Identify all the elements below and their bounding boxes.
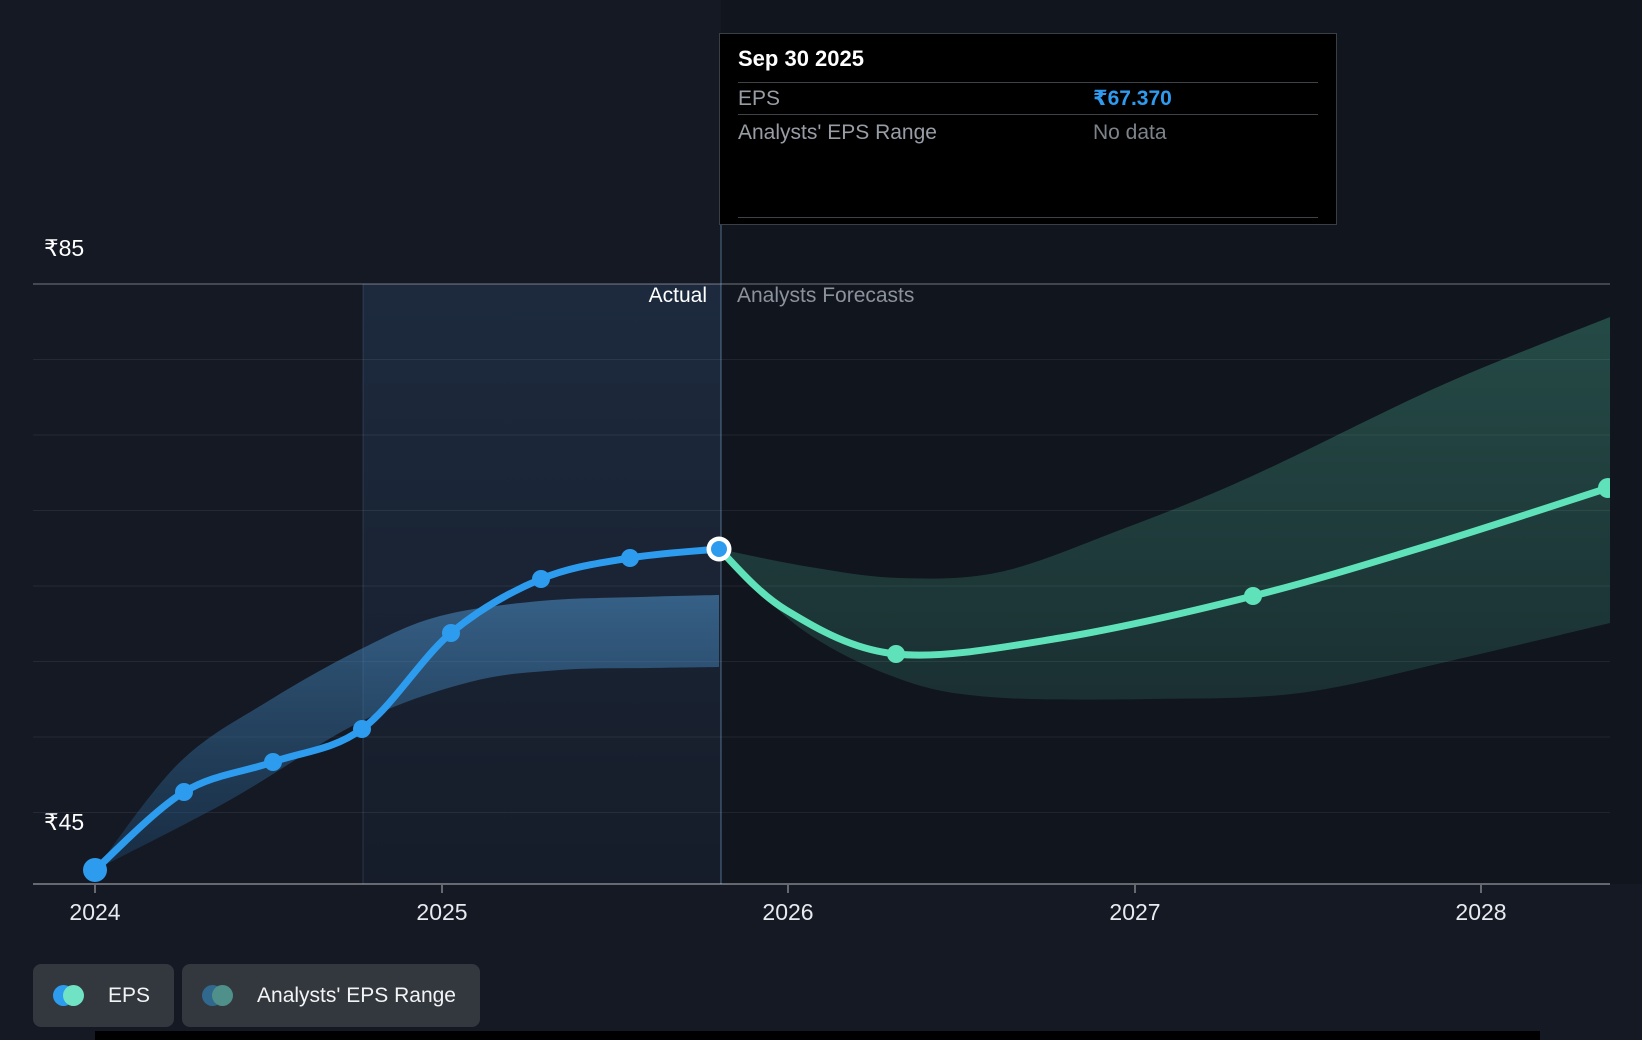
legend-item-eps[interactable]: EPS — [33, 964, 175, 1027]
tooltip-row-eps-range: Analysts' EPS Range No data — [738, 115, 1318, 150]
tooltip-range-label: Analysts' EPS Range — [738, 120, 937, 144]
actual-eps-point[interactable] — [442, 624, 460, 642]
actual-eps-point[interactable] — [621, 549, 639, 567]
tooltip-divider — [738, 114, 1318, 115]
actual-phase-label: Actual — [648, 284, 707, 307]
x-axis-label-2025: 2025 — [416, 899, 468, 925]
legend-label-analysts-eps-range: Analysts' EPS Range — [257, 983, 456, 1007]
eps-teal-dot-icon — [63, 985, 84, 1006]
legend-item-analysts-eps-range[interactable]: Analysts' EPS Range — [182, 964, 480, 1027]
legend-label-eps: EPS — [108, 983, 151, 1007]
tooltip-bottom-divider — [738, 217, 1318, 218]
range-legend-dots-icon — [202, 985, 234, 1006]
tooltip-date: Sep 30 2025 — [738, 46, 864, 71]
range-bands-layer — [95, 317, 1610, 870]
forecast-phase-label: Analysts Forecasts — [737, 284, 915, 307]
y-axis-label-max: ₹85 — [44, 235, 85, 261]
x-axis-label-2026: 2026 — [762, 899, 814, 925]
tooltip-range-value: No data — [1093, 120, 1167, 144]
hovered-eps-point[interactable] — [711, 541, 727, 557]
series-lines-layer — [83, 478, 1618, 882]
actual-eps-point[interactable] — [175, 783, 193, 801]
tooltip-eps-label: EPS — [738, 86, 781, 110]
actual-eps-point[interactable] — [264, 753, 282, 771]
forecast-eps-range-band — [719, 317, 1610, 700]
forecast-eps-point[interactable] — [1598, 478, 1618, 498]
tooltip-eps-value: ₹67.370 — [1093, 87, 1172, 110]
y-axis-label-min: ₹45 — [44, 809, 85, 835]
actual-eps-point[interactable] — [83, 858, 107, 882]
x-axis — [33, 883, 1610, 893]
x-axis-label-2027: 2027 — [1109, 899, 1161, 925]
tooltip-row-eps: EPS ₹67.370 — [738, 83, 1318, 114]
legend: EPS Analysts' EPS Range — [33, 964, 480, 1027]
x-axis-label-2028: 2028 — [1455, 899, 1507, 925]
x-axis-ticks — [94, 885, 1482, 893]
eps-legend-dots-icon — [53, 985, 84, 1006]
x-axis-label-2024: 2024 — [69, 899, 121, 925]
forecast-eps-line — [715, 484, 1610, 659]
tooltip-divider — [738, 82, 1318, 83]
chart-tooltip: Sep 30 2025 EPS ₹67.370 Analysts' EPS Ra… — [719, 33, 1337, 225]
actual-eps-point[interactable] — [353, 720, 371, 738]
range-teal-dot-icon — [212, 985, 234, 1006]
forecast-eps-point[interactable] — [887, 645, 905, 663]
forecast-eps-point[interactable] — [1244, 587, 1262, 605]
actual-eps-point[interactable] — [532, 570, 550, 588]
bottom-scrollbar[interactable] — [95, 1031, 1540, 1040]
actual-eps-range-band — [95, 595, 719, 870]
